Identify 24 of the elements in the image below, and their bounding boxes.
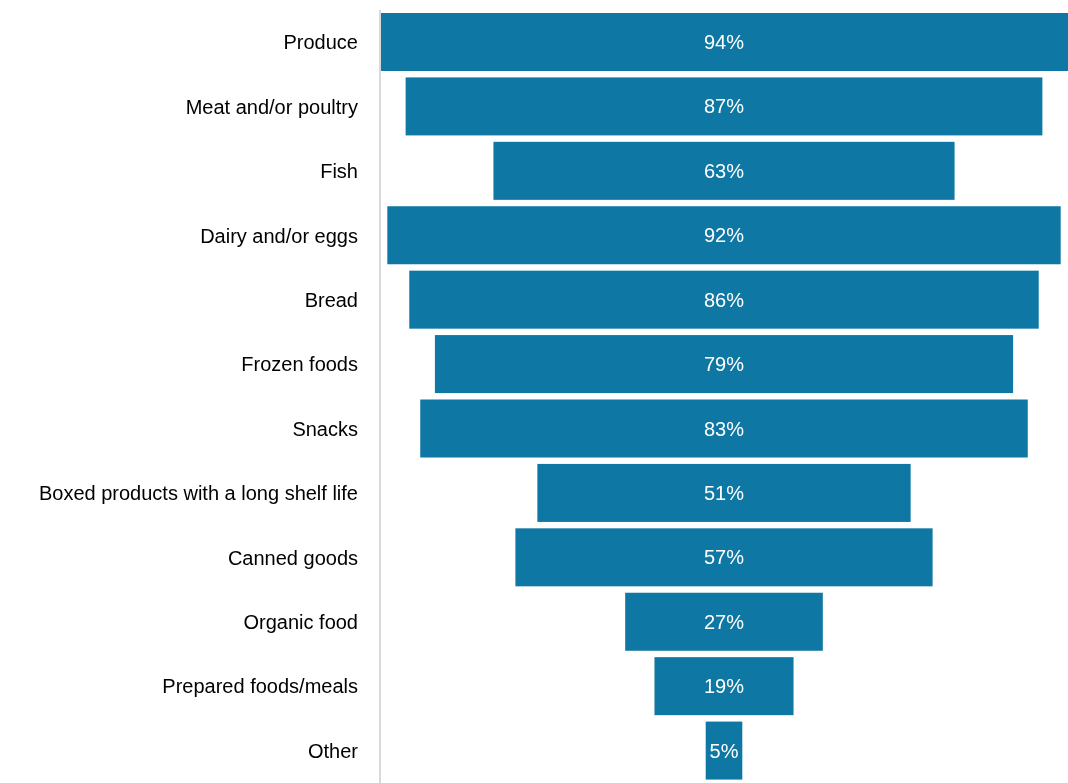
category-label: Prepared foods/meals: [162, 675, 358, 698]
data-label: 5%: [709, 739, 739, 762]
data-label: 86%: [703, 288, 745, 311]
data-label: 51%: [703, 481, 745, 504]
data-label: 83%: [703, 417, 745, 440]
data-label: 19%: [703, 675, 745, 698]
category-label: Boxed products with a long shelf life: [38, 482, 358, 505]
category-label: Canned goods: [227, 546, 358, 569]
data-label: 87%: [703, 95, 745, 118]
category-label: Snacks: [292, 417, 358, 440]
category-label: Organic food: [243, 611, 358, 634]
data-label: 79%: [703, 353, 745, 376]
category-label: Other: [307, 739, 359, 762]
category-label: Produce: [283, 31, 358, 54]
data-label: 57%: [703, 546, 745, 569]
category-label: Bread: [304, 288, 358, 311]
category-label: Fish: [320, 160, 358, 183]
category-label: Frozen foods: [241, 353, 358, 376]
data-label: 27%: [703, 610, 745, 633]
data-label: 63%: [703, 159, 745, 182]
category-label: Dairy and/or eggs: [200, 224, 358, 247]
data-label: 92%: [703, 224, 745, 247]
data-label: 94%: [703, 31, 745, 53]
category-label: Meat and/or poultry: [185, 95, 358, 118]
